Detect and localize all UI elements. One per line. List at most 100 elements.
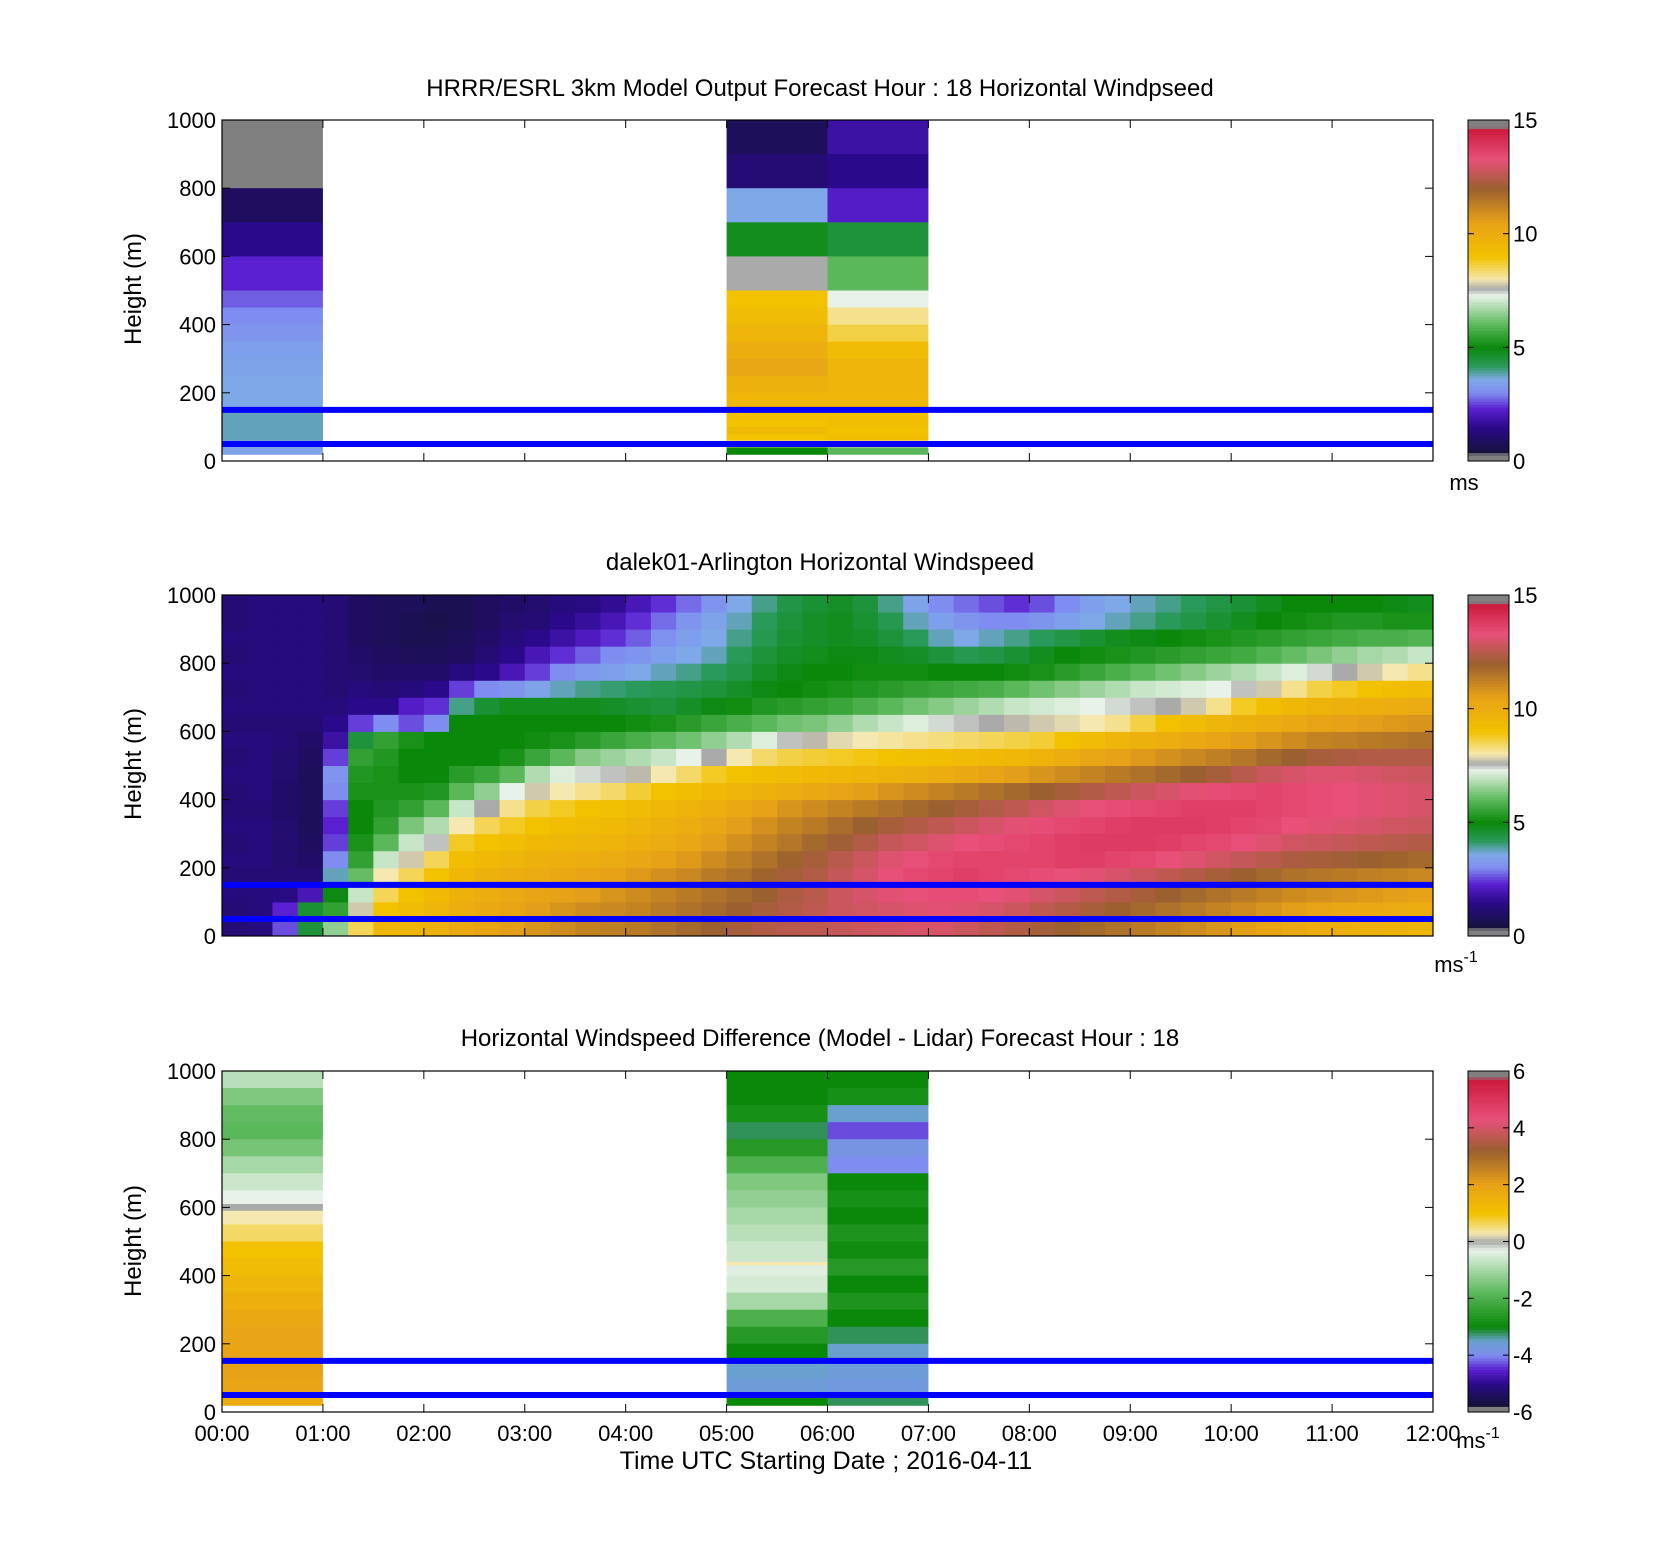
- colorbar-step: [1468, 924, 1509, 929]
- heatmap-cell: [676, 680, 702, 698]
- heatmap-cell: [549, 850, 576, 869]
- heatmap-cell: [1004, 612, 1030, 630]
- heatmap-cell: [398, 816, 425, 835]
- colorbar-step: [1468, 771, 1509, 775]
- heatmap-cell: [499, 731, 526, 749]
- heatmap-cell: [1130, 748, 1156, 766]
- heatmap-cell: [247, 782, 273, 801]
- colorbar-step: [1468, 210, 1509, 215]
- colorbar-step: [1468, 930, 1509, 934]
- colorbar-step: [1468, 1130, 1509, 1135]
- heatmap-cell: [398, 680, 425, 698]
- colorbar-step: [1468, 1127, 1509, 1132]
- heatmap-cell: [1029, 799, 1056, 818]
- heatmap-cell: [247, 629, 273, 647]
- colorbar-tick-label: 6: [1513, 1059, 1525, 1084]
- colorbar-step: [1468, 805, 1509, 809]
- heatmap-cell: [222, 447, 323, 455]
- heatmap-cell: [625, 595, 652, 613]
- heatmap-cell: [1130, 833, 1156, 852]
- heatmap-cell: [222, 307, 323, 326]
- heatmap-cell: [474, 714, 501, 732]
- colorbar-step: [1468, 688, 1509, 693]
- heatmap-cell: [600, 884, 627, 903]
- heatmap-cell: [650, 867, 677, 886]
- heatmap-cell: [827, 324, 929, 343]
- x-tick-label: 12:00: [1405, 1421, 1460, 1446]
- heatmap-cell: [247, 731, 273, 749]
- colorbar-step: [1468, 134, 1509, 138]
- heatmap-cell: [1130, 884, 1156, 903]
- heatmap-cell: [1382, 748, 1409, 766]
- heatmap-cell: [1004, 918, 1030, 937]
- colorbar-step: [1468, 893, 1509, 897]
- heatmap-cell: [1281, 595, 1308, 613]
- heatmap-cell: [549, 884, 576, 903]
- heatmap-cell: [978, 884, 1005, 903]
- heatmap-cell: [297, 629, 324, 647]
- colorbar-step: [1468, 1142, 1509, 1146]
- heatmap-cell: [827, 1377, 929, 1396]
- heatmap-cell: [1281, 782, 1308, 801]
- heatmap-cell: [524, 867, 551, 886]
- colorbar-step: [1468, 728, 1509, 732]
- heatmap-cell: [625, 646, 652, 664]
- x-tick-label: 08:00: [1002, 1421, 1057, 1446]
- heatmap-cell: [1231, 748, 1257, 766]
- heatmap-cell: [726, 629, 753, 647]
- colorbar-step: [1468, 1136, 1509, 1140]
- heatmap-cell: [827, 341, 929, 360]
- heatmap-cell: [1281, 646, 1308, 664]
- heatmap-cell: [1130, 867, 1156, 886]
- heatmap-cell: [1029, 782, 1056, 801]
- heatmap-cell: [1205, 731, 1232, 749]
- heatmap-cell: [1105, 765, 1131, 784]
- heatmap-cell: [1407, 612, 1434, 630]
- heatmap-cell: [701, 816, 728, 835]
- heatmap-cell: [222, 850, 248, 869]
- heatmap-cell: [222, 1394, 323, 1406]
- heatmap-cell: [726, 1261, 828, 1266]
- heatmap-cell: [650, 629, 677, 647]
- colorbar-step: [1468, 779, 1509, 784]
- colorbar-step: [1468, 651, 1509, 656]
- heatmap-cell: [297, 748, 324, 766]
- heatmap-cell: [877, 816, 904, 835]
- heatmap-cell: [827, 1207, 929, 1226]
- heatmap-cell: [398, 714, 425, 732]
- heatmap-cell: [1004, 748, 1030, 766]
- heatmap-cell: [1155, 629, 1182, 647]
- heatmap-cell: [852, 782, 879, 801]
- heatmap-cell: [827, 433, 929, 442]
- heatmap-cell: [549, 680, 576, 698]
- heatmap-cell: [676, 799, 702, 818]
- heatmap-cell: [474, 765, 501, 784]
- colorbar-step: [1468, 179, 1509, 184]
- heatmap-cell: [903, 680, 929, 698]
- heatmap-cell: [1332, 833, 1358, 852]
- heatmap-cell: [827, 358, 929, 377]
- colorbar-step: [1468, 1196, 1509, 1200]
- heatmap-cell: [1357, 595, 1384, 613]
- heatmap-cell: [751, 799, 778, 818]
- heatmap-cell: [524, 612, 551, 630]
- heatmap-cell: [423, 646, 450, 664]
- heatmap-cell: [1054, 612, 1081, 630]
- heatmap-cell: [1231, 782, 1257, 801]
- heatmap-cell: [852, 595, 879, 613]
- heatmap-cell: [474, 629, 501, 647]
- heatmap-cell: [726, 918, 753, 937]
- heatmap-cell: [827, 154, 929, 189]
- heatmap-cell: [928, 629, 955, 647]
- colorbar-step: [1468, 267, 1509, 272]
- colorbar-step: [1468, 822, 1509, 826]
- colorbar-step: [1468, 412, 1509, 417]
- heatmap-cell: [348, 697, 374, 715]
- heatmap-cell: [928, 765, 955, 784]
- colorbar-step: [1468, 768, 1509, 772]
- heatmap-cell: [1407, 901, 1434, 920]
- colorbar-step: [1468, 637, 1509, 642]
- heatmap-cell: [524, 697, 551, 715]
- heatmap-cell: [701, 782, 728, 801]
- heatmap-cell: [524, 731, 551, 749]
